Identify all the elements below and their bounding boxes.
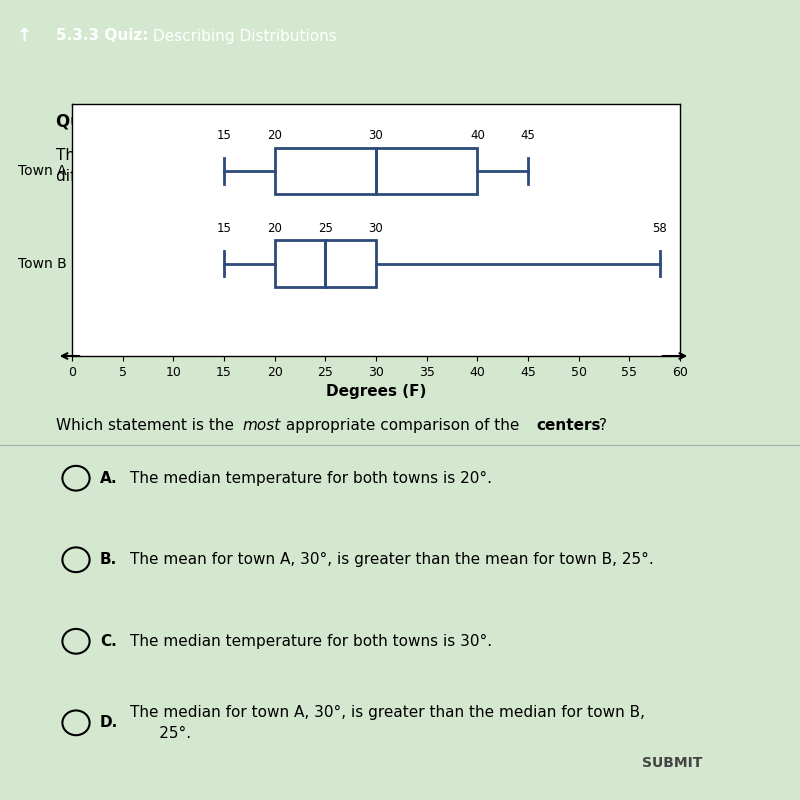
Text: The median for town A, 30°, is greater than the median for town B,
      25°.: The median for town A, 30°, is greater t…	[130, 705, 646, 741]
Text: Describing Distributions: Describing Distributions	[148, 29, 337, 43]
Text: D.: D.	[100, 715, 118, 730]
Text: 20: 20	[267, 222, 282, 234]
Text: most: most	[242, 418, 281, 433]
Text: The median temperature for both towns is 30°.: The median temperature for both towns is…	[130, 634, 493, 649]
Text: centers: centers	[537, 418, 602, 433]
Text: B.: B.	[100, 552, 118, 567]
Bar	[274, 241, 326, 286]
Text: Which statement is the: Which statement is the	[56, 418, 239, 433]
Text: 30: 30	[369, 222, 383, 234]
Text: 5.3.3 Quiz:: 5.3.3 Quiz:	[56, 29, 149, 43]
Text: appropriate comparison of the: appropriate comparison of the	[281, 418, 524, 433]
Text: 58: 58	[652, 222, 667, 234]
Text: The median temperature for both towns is 20°.: The median temperature for both towns is…	[130, 470, 492, 486]
Bar	[376, 148, 478, 194]
Text: 15: 15	[217, 130, 231, 142]
Text: Town A: Town A	[18, 164, 67, 178]
Text: ?: ?	[599, 418, 607, 433]
Text: 40: 40	[470, 130, 485, 142]
Text: A.: A.	[100, 470, 118, 486]
Text: 15: 15	[217, 222, 231, 234]
Text: These box plots show daily low temperatures for a sample of days in two
differen: These box plots show daily low temperatu…	[56, 149, 616, 185]
Text: 20: 20	[267, 130, 282, 142]
Text: ↑: ↑	[17, 27, 31, 45]
Bar	[274, 148, 376, 194]
Text: C.: C.	[100, 634, 117, 649]
Text: SUBMIT: SUBMIT	[642, 756, 702, 770]
Bar	[326, 241, 376, 286]
Text: 25: 25	[318, 222, 333, 234]
X-axis label: Degrees (F): Degrees (F)	[326, 384, 426, 399]
Text: Question 2 of 10: Question 2 of 10	[56, 112, 210, 130]
Text: Town B: Town B	[18, 257, 67, 270]
Text: 45: 45	[521, 130, 535, 142]
Text: The mean for town A, 30°, is greater than the mean for town B, 25°.: The mean for town A, 30°, is greater tha…	[130, 552, 654, 567]
Text: 30: 30	[369, 130, 383, 142]
